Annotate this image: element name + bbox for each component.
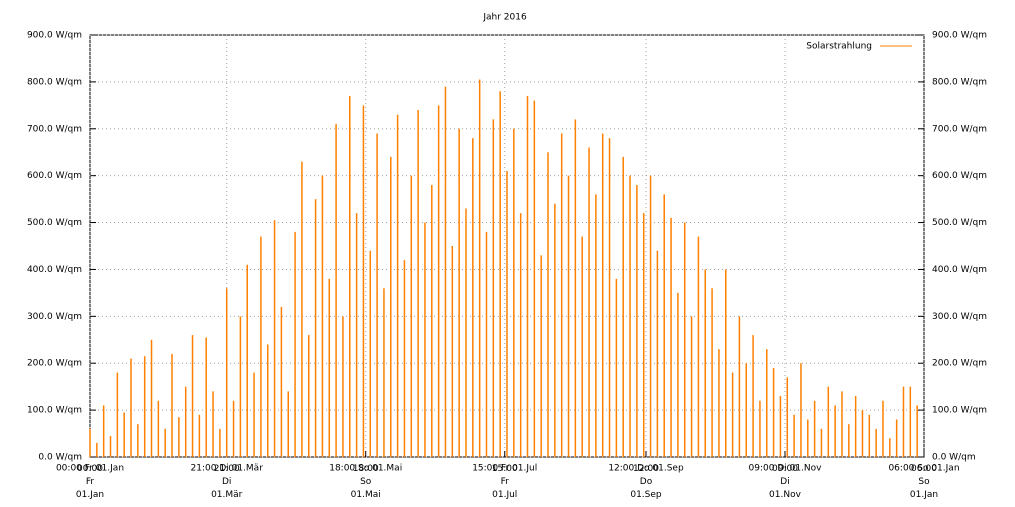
y-tick-label: 200.0 W/qm [27, 359, 82, 369]
y-tick-label: 600.0 W/qm [27, 171, 82, 181]
y2-tick-label: 500.0 W/qm [932, 218, 987, 228]
y2-tick-label: 100.0 W/qm [932, 406, 987, 416]
y2-tick-label: 600.0 W/qm [932, 171, 987, 181]
y-tick-label: 300.0 W/qm [27, 312, 82, 322]
y-tick-label: 100.0 W/qm [27, 406, 82, 416]
y-tick-label: 500.0 W/qm [27, 218, 82, 228]
y2-tick-label: 700.0 W/qm [932, 124, 987, 134]
y-tick-label: 0.0 W/qm [38, 453, 82, 463]
y2-tick-label: 300.0 W/qm [932, 312, 987, 322]
y-tick-label: 800.0 W/qm [27, 77, 82, 87]
y2-tick-label: 0.0 W/qm [932, 453, 976, 463]
y-tick-label: 900.0 W/qm [27, 31, 82, 41]
y-tick-label: 400.0 W/qm [27, 265, 82, 275]
chart-title: Jahr 2016 [482, 13, 527, 23]
legend-label: Solarstrahlung [806, 42, 872, 52]
y2-tick-label: 800.0 W/qm [932, 77, 987, 87]
y-tick-label: 700.0 W/qm [27, 124, 82, 134]
y2-tick-label: 200.0 W/qm [932, 359, 987, 369]
y2-tick-label: 900.0 W/qm [932, 31, 987, 41]
y2-tick-label: 400.0 W/qm [932, 265, 987, 275]
